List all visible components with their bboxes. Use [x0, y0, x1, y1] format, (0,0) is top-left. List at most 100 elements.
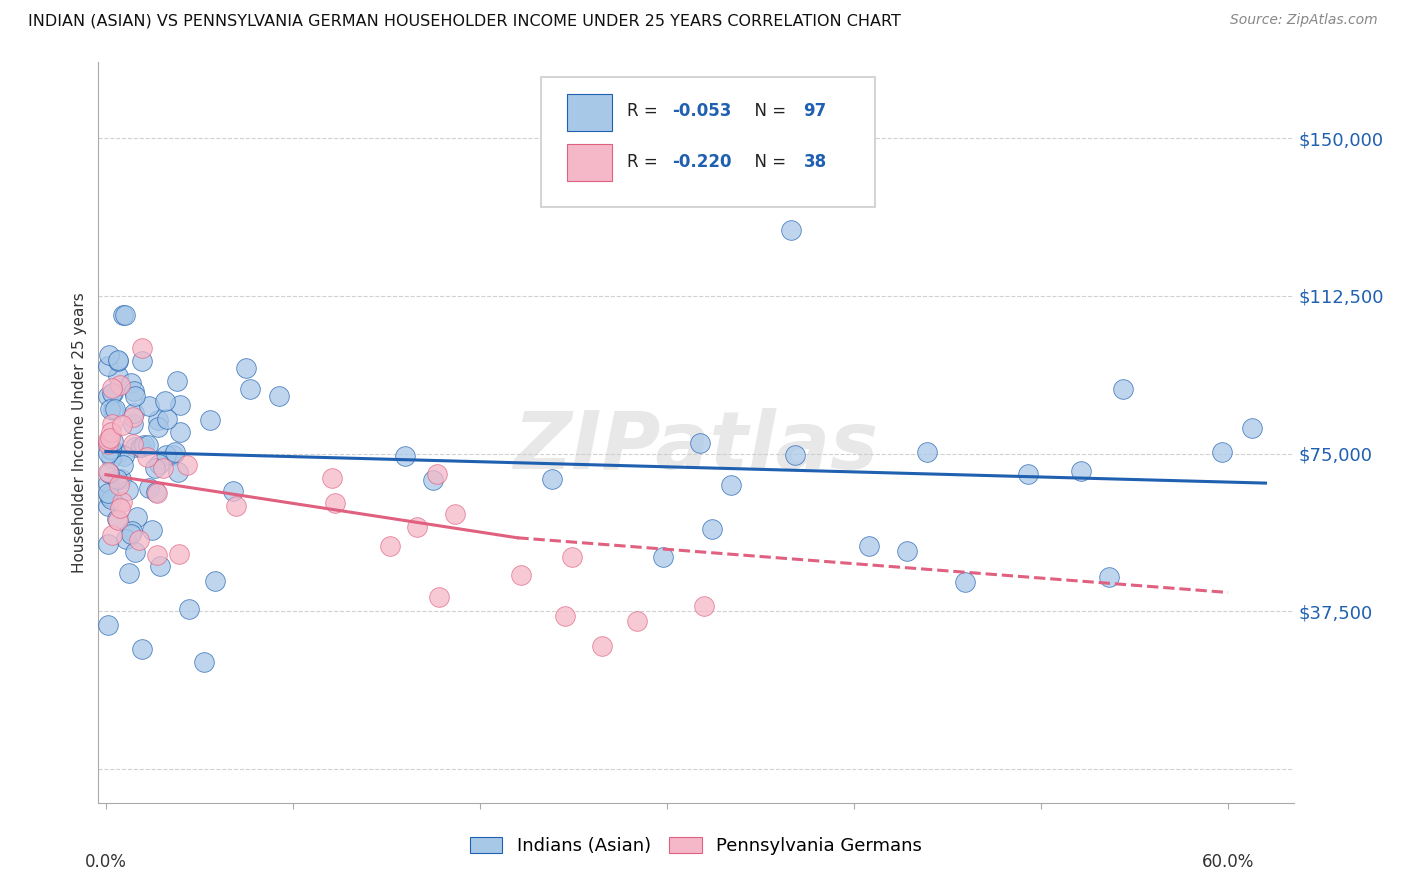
Point: [103, 385, 125, 400]
Point: [700, 522, 723, 536]
Point: [131, 342, 153, 356]
Text: R =: R =: [627, 153, 662, 171]
Point: [626, 614, 648, 628]
Point: [131, 440, 153, 454]
Point: [114, 532, 136, 546]
Point: [97, 348, 120, 362]
Point: [97, 465, 120, 479]
Point: [107, 446, 129, 460]
Point: [152, 461, 174, 475]
Point: [100, 528, 122, 542]
Text: Source: ZipAtlas.com: Source: ZipAtlas.com: [1230, 13, 1378, 28]
Point: [107, 513, 129, 527]
Point: [101, 380, 124, 394]
Point: [148, 419, 170, 434]
Point: [145, 485, 167, 500]
Point: [131, 354, 153, 368]
Point: [138, 399, 160, 413]
Point: [167, 465, 190, 479]
Point: [132, 437, 155, 451]
Text: -0.220: -0.220: [672, 153, 731, 171]
Point: [651, 550, 673, 565]
Point: [394, 450, 416, 464]
Point: [198, 413, 221, 427]
Point: [103, 434, 125, 448]
Point: [693, 599, 716, 613]
Point: [97, 359, 120, 374]
FancyBboxPatch shape: [567, 144, 613, 181]
Point: [97, 486, 120, 500]
Point: [193, 655, 215, 669]
Point: [169, 425, 191, 440]
Point: [540, 471, 562, 485]
Point: [100, 491, 122, 506]
FancyBboxPatch shape: [567, 94, 613, 130]
Text: 60.0%: 60.0%: [1202, 854, 1254, 871]
Point: [97, 476, 120, 491]
Point: [146, 413, 169, 427]
Point: [554, 608, 576, 623]
Text: 38: 38: [804, 153, 827, 171]
Point: [124, 389, 146, 403]
Point: [689, 436, 711, 450]
Point: [107, 353, 129, 368]
Point: [166, 374, 188, 388]
Point: [146, 486, 169, 500]
Legend: Indians (Asian), Pennsylvania Germans: Indians (Asian), Pennsylvania Germans: [461, 828, 931, 864]
Point: [176, 458, 198, 473]
Point: [169, 398, 191, 412]
Point: [122, 406, 145, 420]
Point: [269, 389, 291, 403]
Y-axis label: Householder Income Under 25 years: Householder Income Under 25 years: [72, 293, 87, 573]
Point: [105, 472, 128, 486]
Point: [204, 574, 226, 589]
Point: [165, 445, 187, 459]
Point: [155, 394, 177, 409]
Point: [100, 386, 122, 401]
Point: [858, 539, 880, 553]
Point: [100, 442, 122, 457]
Point: [107, 353, 129, 368]
Point: [121, 409, 143, 424]
Point: [510, 567, 533, 582]
Point: [779, 223, 801, 237]
Point: [124, 440, 146, 454]
Point: [97, 389, 120, 403]
Point: [97, 437, 120, 451]
Point: [101, 417, 124, 431]
Point: [97, 436, 120, 450]
Point: [121, 437, 143, 451]
Point: [122, 384, 145, 399]
Point: [406, 520, 429, 534]
Point: [121, 524, 143, 539]
Point: [110, 472, 132, 486]
Point: [167, 547, 190, 561]
Point: [156, 412, 179, 426]
Text: N =: N =: [744, 153, 792, 171]
Point: [107, 369, 129, 384]
Point: [97, 466, 120, 480]
Point: [111, 458, 134, 472]
Point: [148, 458, 170, 472]
Point: [239, 382, 262, 396]
Point: [97, 489, 120, 503]
Text: INDIAN (ASIAN) VS PENNSYLVANIA GERMAN HOUSEHOLDER INCOME UNDER 25 YEARS CORRELAT: INDIAN (ASIAN) VS PENNSYLVANIA GERMAN HO…: [28, 13, 901, 29]
Point: [120, 376, 142, 390]
Point: [97, 537, 120, 551]
Point: [111, 494, 134, 508]
Point: [953, 575, 976, 590]
Point: [162, 448, 184, 462]
Text: N =: N =: [744, 103, 792, 120]
Point: [111, 418, 134, 433]
Point: [225, 500, 247, 514]
Point: [97, 499, 120, 513]
Point: [101, 403, 124, 417]
Point: [141, 523, 163, 537]
Point: [112, 450, 135, 464]
Point: [136, 450, 159, 464]
Point: [114, 308, 136, 322]
Point: [138, 481, 160, 495]
Point: [143, 461, 166, 475]
FancyBboxPatch shape: [541, 78, 876, 207]
Point: [131, 642, 153, 657]
